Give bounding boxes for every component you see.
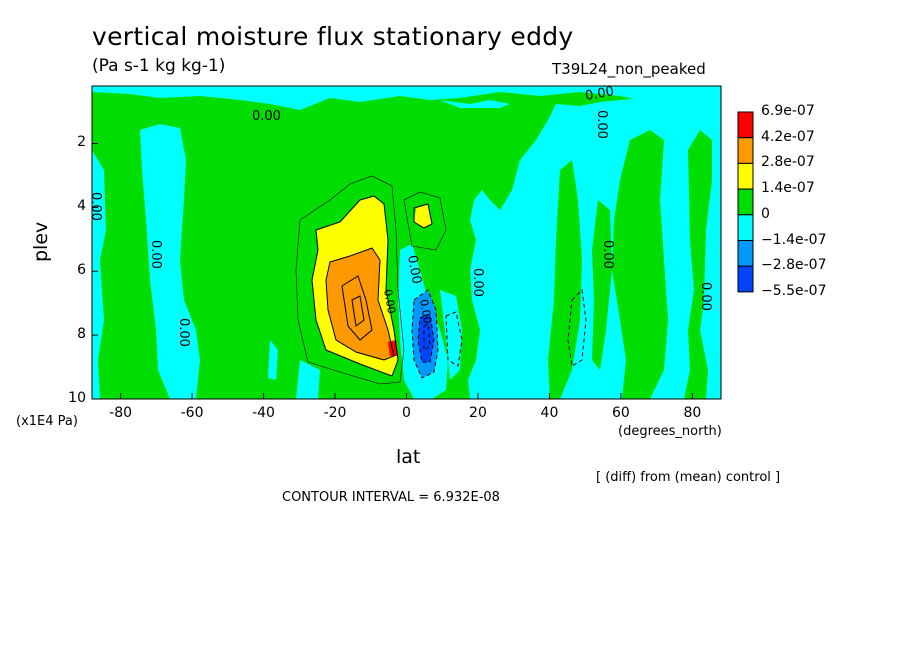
contour-label: 0.00 [252,109,281,124]
colorbar-label: 2.8e-07 [761,154,815,171]
colorbar-label: 6.9e-07 [761,103,815,119]
y-tick-label: 4 [77,198,86,215]
colorbar [737,111,754,293]
axis-ticks [92,142,693,400]
chart-title: vertical moisture flux stationary eddy [92,22,574,51]
x-tick-label: 20 [469,405,487,421]
colorbar-swatch [737,162,754,190]
negative-contour-lines [411,288,587,379]
colorbar-swatch [737,111,754,139]
x-tick-label: 0 [402,405,411,421]
contour-label: 0.00 [600,240,615,269]
colorbar-label: −5.5e-07 [761,282,827,299]
difference-note: [ (diff) from (mean) control ] [596,470,781,485]
strong-negative-regions [412,290,438,378]
x-tick-label: -80 [109,405,133,421]
x-axis-label: lat [396,446,421,468]
x-tick-label: -60 [180,405,204,421]
y-tick-label: 8 [77,326,86,343]
positive-regions [312,196,432,376]
contour-label: 0.00 [417,298,434,324]
y-tick-label: 6 [77,262,86,279]
colorbar-swatch [737,214,754,242]
x-axis-units: (degrees_north) [618,424,722,439]
colorbar-label: 4.2e-07 [761,128,815,145]
y-tick-label: 2 [77,134,86,151]
colorbar-label: −1.4e-07 [761,231,827,248]
x-tick-label: 80 [683,405,702,421]
run-name: T39L24_non_peaked [552,60,706,78]
colorbar-swatch [737,240,754,267]
contour-label: 0.00 [470,268,485,297]
negative-regions [92,86,721,399]
x-tick-label: 40 [540,405,559,421]
y-axis-label: plev [30,221,52,262]
contour-label: 0.00 [404,254,424,285]
colorbar-label: 0 [761,205,770,222]
colorbar-swatch [737,188,754,216]
contour-label: 0.00 [594,110,609,139]
contour-label: 0.00 [381,288,398,314]
y-axis-units: (x1E4 Pa) [16,414,78,429]
contour-labels: 0.00 0.00 0.00 0.00 0.00 0.00 0.00 0.00 … [88,84,713,347]
colorbar-label: −2.8e-07 [761,257,827,274]
contour-label: 0.00 [148,240,163,269]
colorbar-swatch [737,137,754,164]
x-tick-label: -40 [252,405,275,421]
x-tick-label: 60 [612,405,630,421]
contour-label: 0.00 [698,282,713,311]
contour-lines [295,175,447,385]
contour-label: 0.00 [176,318,191,347]
colorbar-swatch [737,265,754,293]
colorbar-label: 1.4e-07 [761,180,815,197]
y-tick-label: 10 [68,390,86,406]
contour-label: 0.00 [584,84,615,104]
x-tick-label: -20 [323,405,347,421]
chart-units: (Pa s-1 kg kg-1) [92,56,226,76]
contour-interval: CONTOUR INTERVAL = 6.932E-08 [282,490,500,505]
contour-label: 0.00 [88,192,103,221]
